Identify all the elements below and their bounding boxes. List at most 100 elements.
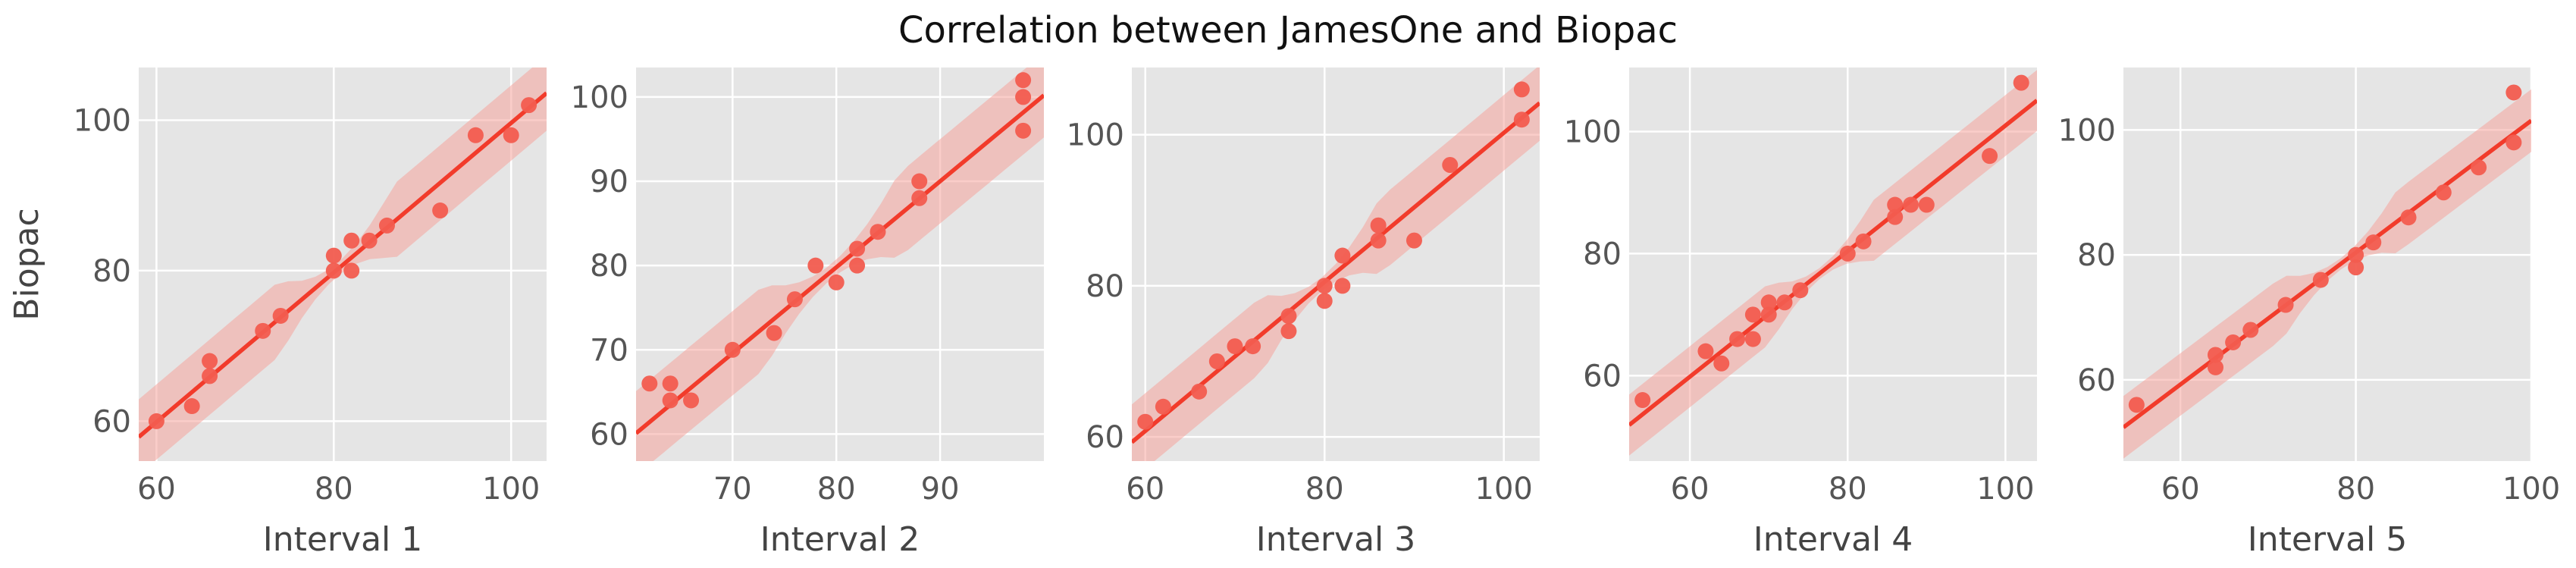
data-point <box>1713 355 1730 372</box>
x-axis-label: Interval 1 <box>263 520 422 559</box>
data-point <box>325 247 342 264</box>
data-point <box>2365 234 2382 251</box>
data-point <box>807 257 824 274</box>
data-point <box>1370 217 1387 234</box>
x-tick-label: 100 <box>2502 472 2560 507</box>
plot-content <box>2123 84 2531 459</box>
data-point <box>202 353 218 369</box>
data-point <box>849 240 866 257</box>
y-tick-label: 90 <box>590 165 628 199</box>
data-point <box>1015 122 1032 139</box>
y-tick-label: 100 <box>2058 113 2116 148</box>
y-tick-label: 80 <box>1583 237 1622 271</box>
data-point <box>1316 293 1333 309</box>
plot-content <box>636 67 1044 461</box>
data-point <box>2225 334 2242 350</box>
data-point <box>1137 413 1154 430</box>
data-point <box>202 368 218 384</box>
data-point <box>467 127 484 143</box>
data-point <box>1280 308 1297 325</box>
data-point <box>870 224 886 240</box>
plot-content <box>1629 70 2037 456</box>
x-tick-label: 80 <box>315 472 353 507</box>
y-tick-label: 100 <box>1564 115 1622 149</box>
data-point <box>255 322 271 339</box>
data-point <box>1887 196 1904 213</box>
plot-content <box>139 67 547 461</box>
regression-line <box>2123 118 2531 429</box>
x-tick-label: 60 <box>1126 472 1164 507</box>
data-point <box>2312 271 2329 288</box>
data-point <box>1792 282 1809 299</box>
x-tick-label: 90 <box>921 472 960 507</box>
data-point <box>1334 247 1351 264</box>
data-point <box>828 274 845 290</box>
data-point <box>361 232 378 249</box>
data-point <box>2128 397 2145 413</box>
x-tick-label: 80 <box>817 472 856 507</box>
plot-content <box>1132 67 1540 461</box>
data-point <box>1697 343 1714 359</box>
data-point <box>1634 392 1651 409</box>
data-point <box>1155 398 1171 415</box>
x-axis-label: Interval 3 <box>1256 520 1415 559</box>
data-point <box>1370 232 1387 249</box>
y-tick-label: 100 <box>1067 118 1124 153</box>
data-point <box>1760 294 1777 311</box>
data-point <box>662 375 678 392</box>
data-point <box>1839 245 1856 262</box>
data-point <box>2348 259 2364 276</box>
y-tick-label: 60 <box>2077 363 2116 398</box>
data-point <box>1191 383 1208 400</box>
data-point <box>1760 306 1777 323</box>
data-point <box>1334 278 1351 294</box>
data-point <box>343 232 360 249</box>
data-point <box>1227 338 1243 355</box>
x-axis-label: Interval 2 <box>760 520 920 559</box>
data-point <box>2207 359 2223 375</box>
data-point <box>432 202 449 219</box>
regression-line <box>1629 99 2037 427</box>
data-point <box>1208 353 1225 370</box>
confidence-band <box>1132 67 1540 461</box>
x-tick-label: 60 <box>137 472 176 507</box>
data-point <box>1513 111 1530 128</box>
data-point <box>1887 209 1904 225</box>
data-point <box>1442 157 1459 174</box>
data-point <box>1744 306 1761 323</box>
x-tick-label: 70 <box>713 472 752 507</box>
data-point <box>521 97 537 114</box>
y-tick-label: 100 <box>74 103 131 138</box>
x-tick-label: 100 <box>1976 472 2034 507</box>
data-point <box>766 325 782 341</box>
data-point <box>1015 89 1032 105</box>
data-point <box>1280 323 1297 340</box>
data-point <box>2277 297 2294 313</box>
data-point <box>1406 232 1422 249</box>
data-point <box>1903 196 1919 213</box>
data-point <box>148 413 165 429</box>
data-point <box>1776 294 1793 311</box>
y-tick-label: 60 <box>1583 359 1622 394</box>
y-tick-label: 80 <box>590 249 628 284</box>
y-tick-label: 100 <box>571 80 628 115</box>
x-tick-label: 60 <box>1671 472 1709 507</box>
x-axis-label: Interval 4 <box>1753 520 1913 559</box>
chart-panel-1: 60 80 100 60 80 100 Interval 1 Biopac <box>8 67 547 559</box>
data-point <box>1729 331 1746 347</box>
x-tick-label: 80 <box>2336 472 2375 507</box>
data-point <box>1513 81 1530 98</box>
y-tick-label: 80 <box>92 254 131 289</box>
data-point <box>724 341 741 358</box>
x-tick-label: 100 <box>1475 472 1533 507</box>
data-point <box>2400 209 2417 226</box>
data-point <box>378 217 395 234</box>
chart-panel-5: 60 80 100 60 80 100 Interval 5 <box>2058 67 2560 559</box>
figure-title: Correlation between JamesOne and Biopac <box>898 9 1678 52</box>
data-point <box>786 291 803 308</box>
data-point <box>911 173 928 190</box>
data-point <box>2207 347 2223 363</box>
